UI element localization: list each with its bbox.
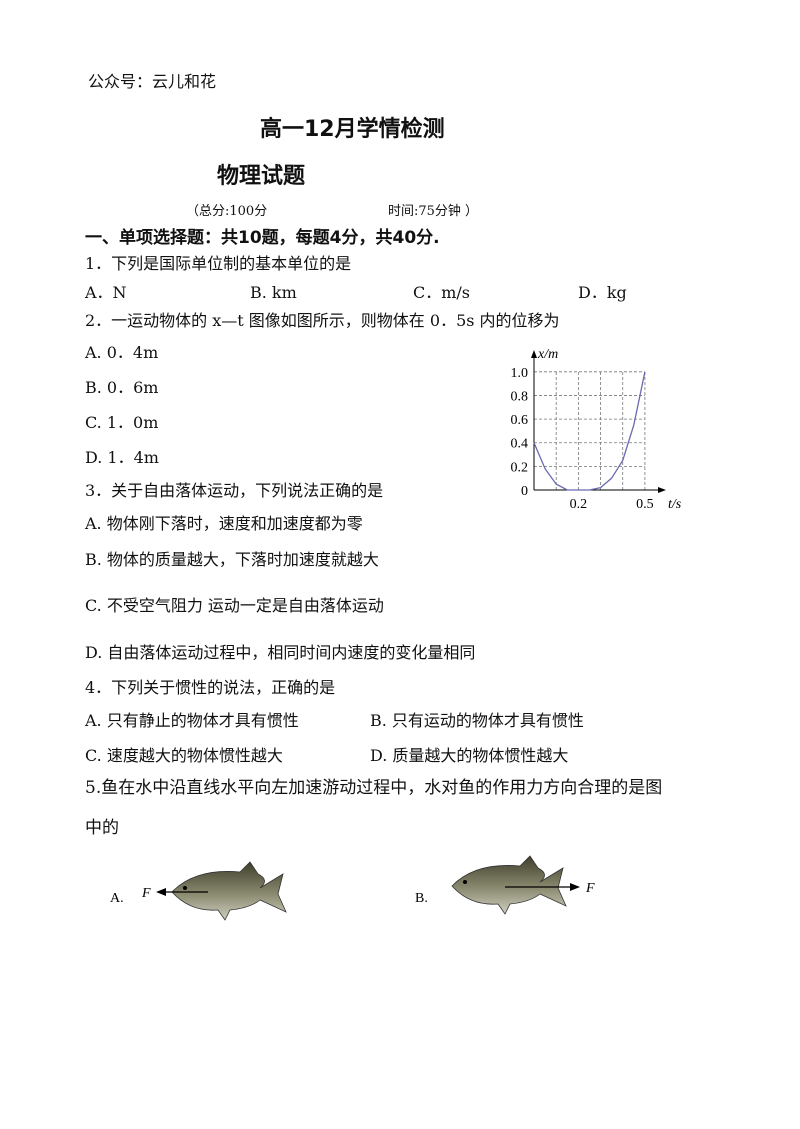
question-continued: 中的: [85, 818, 119, 838]
option: D. 自由落体运动过程中，相同时间内速度的变化量相同: [85, 643, 476, 662]
force-label: F: [141, 886, 151, 901]
y-axis-label: x/m: [537, 347, 558, 362]
option: C. 1．0m: [85, 413, 159, 432]
total-score: （总分:100分: [186, 204, 268, 219]
y-tick-label: 0.8: [511, 389, 529, 404]
question: 5.鱼在水中沿直线水平向左加速游动过程中，水对鱼的作用力方向合理的是图: [85, 778, 663, 798]
y-tick-label: 1.0: [511, 366, 529, 381]
x-tick-label: 0.2: [570, 497, 588, 512]
force-label: F: [585, 881, 595, 896]
option: D. 1．4m: [85, 448, 159, 467]
option: A. 0．4m: [85, 343, 159, 362]
option: C. 速度越大的物体惯性越大: [85, 746, 283, 765]
option: A.: [110, 891, 124, 906]
option: D. 质量越大的物体惯性越大: [370, 746, 569, 765]
x-arrow: [658, 487, 666, 493]
option: A．N: [85, 283, 127, 302]
xt-curve: [533, 371, 646, 491]
question: 3．关于自由落体运动，下列说法正确的是: [85, 481, 384, 500]
y-tick-label: 0.4: [511, 437, 529, 452]
option: A. 只有静止的物体才具有惯性: [85, 711, 299, 730]
option: B. 物体的质量越大，下落时加速度就越大: [85, 550, 379, 569]
option: B.: [415, 891, 428, 906]
x-tick-label: 0.5: [636, 497, 654, 512]
y-tick-label: 0.2: [511, 460, 529, 475]
fish-a: F: [141, 861, 287, 921]
note: 公众号：云儿和花: [88, 72, 217, 91]
fish-b: F: [451, 855, 595, 915]
question: 1．下列是国际单位制的基本单位的是: [85, 254, 352, 273]
question: 4．下列关于惯性的说法，正确的是: [85, 678, 336, 697]
y-tick-label: 0.6: [511, 413, 529, 428]
section-heading: 一、单项选择题：共10题，每题4分，共40分.: [85, 228, 440, 248]
option: B. km: [250, 283, 297, 302]
fish-figure: F F A. B.: [110, 855, 595, 921]
subject: 物理试题: [217, 164, 306, 189]
y-arrow: [531, 350, 537, 358]
option: C．m/s: [413, 283, 471, 302]
title: 高一12月学情检测: [260, 117, 445, 142]
time: 时间:75分钟 ）: [388, 204, 479, 219]
xt-graph: 0 0.2 0.4 0.6 0.8 1.0 0.2 0.5 x/m t/s: [511, 347, 682, 512]
question: 2．一运动物体的 x—t 图像如图所示，则物体在 0．5s 内的位移为: [85, 311, 560, 330]
option: B. 只有运动的物体才具有惯性: [370, 711, 584, 730]
option: A. 物体刚下落时，速度和加速度都为零: [85, 514, 363, 533]
option: C. 不受空气阻力 运动一定是自由落体运动: [85, 596, 384, 615]
x-axis-label: t/s: [668, 497, 682, 512]
option: D．kg: [578, 283, 627, 302]
y-tick-label: 0: [521, 484, 528, 499]
option: B. 0．6m: [85, 378, 159, 397]
